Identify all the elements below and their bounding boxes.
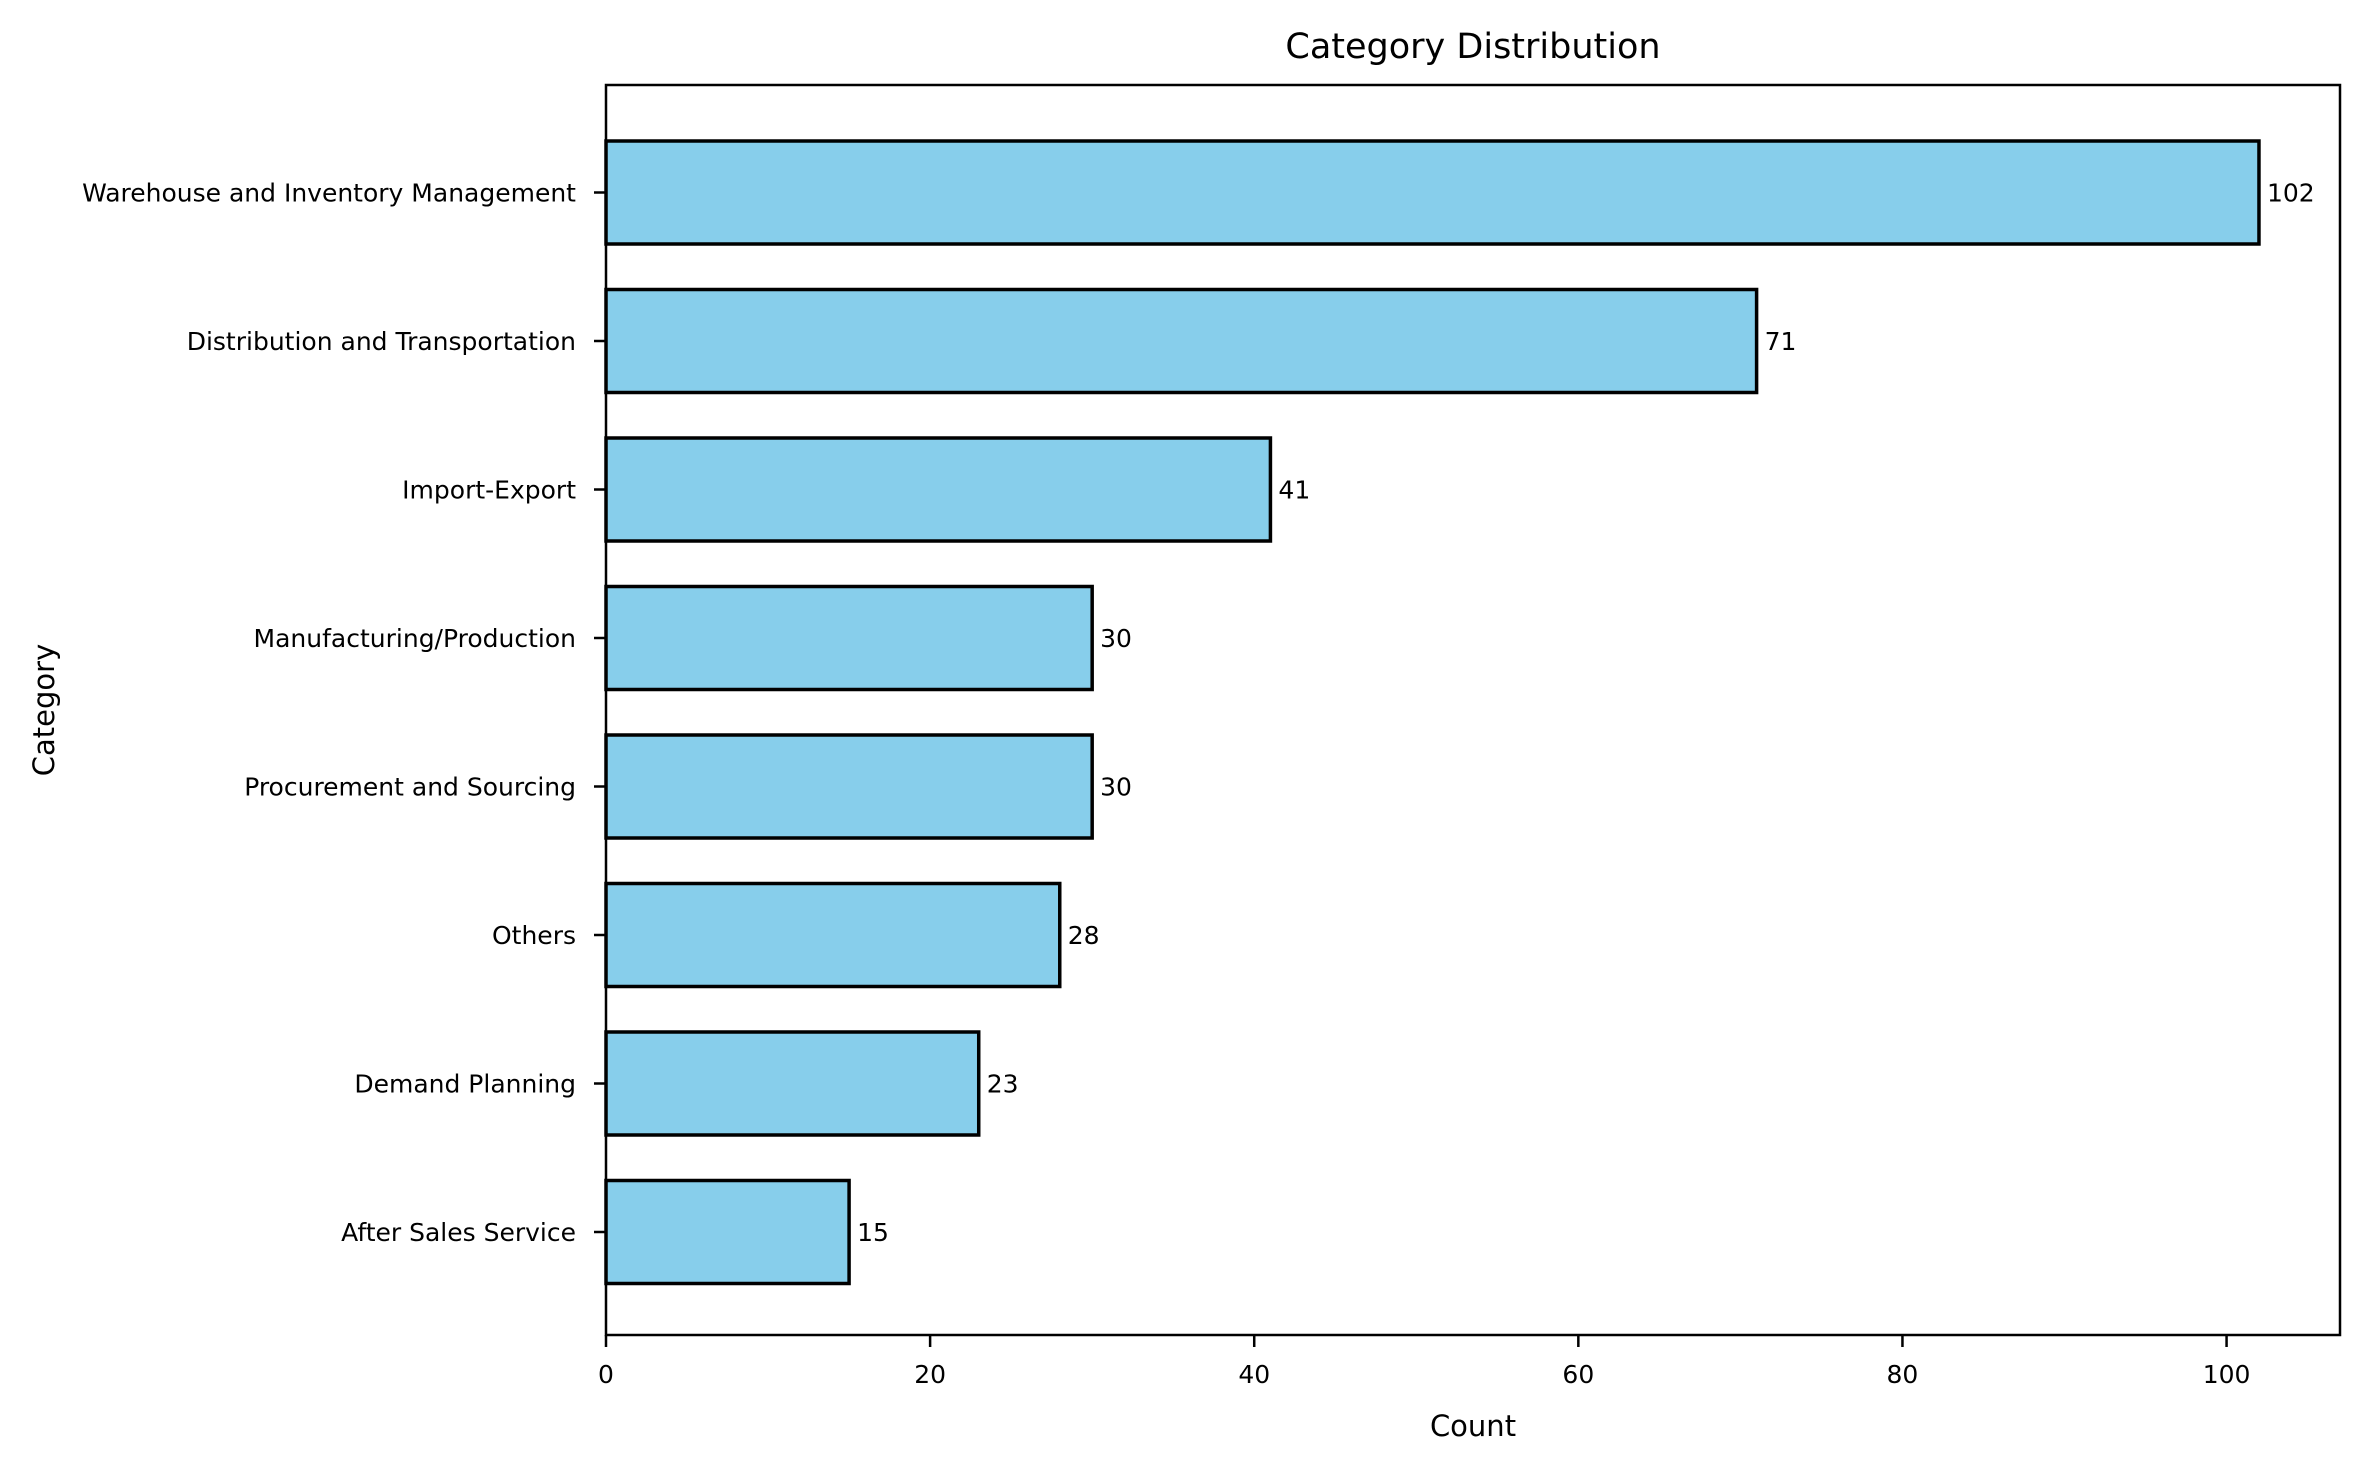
category-label: Distribution and Transportation	[187, 327, 576, 356]
bar-2	[604, 436, 1273, 543]
x-tick-label: 80	[1887, 1360, 1919, 1389]
x-tick-label: 60	[1562, 1360, 1594, 1389]
bar-5	[604, 881, 1062, 989]
x-tick-label: 0	[598, 1360, 614, 1389]
data-label: 71	[1765, 327, 1797, 356]
plot-frame	[604, 83, 2342, 1337]
data-label: 30	[1100, 624, 1132, 653]
data-label: 30	[1100, 773, 1132, 802]
data-label: 28	[1068, 921, 1100, 950]
x-tick-label: 100	[2203, 1360, 2251, 1389]
data-label: 102	[2267, 179, 2315, 208]
data-labels: 102 71 41 30 30 28 23 15	[857, 179, 2315, 1248]
bar-1	[604, 287, 1759, 395]
x-tick-label: 20	[914, 1360, 946, 1389]
chart-title: Category Distribution	[1285, 27, 1660, 67]
bars-layer	[604, 139, 2261, 1286]
category-label: Import-Export	[402, 476, 576, 505]
x-axis-ticks: 0 20 40 60 80 100	[598, 1335, 2250, 1389]
y-axis-label: Category	[27, 644, 61, 776]
x-axis-label: Count	[1430, 1409, 1516, 1443]
data-label: 41	[1278, 476, 1310, 505]
category-label: Warehouse and Inventory Management	[82, 179, 576, 208]
bar-4	[604, 733, 1094, 840]
category-label: Procurement and Sourcing	[244, 773, 576, 802]
bar-7	[604, 1178, 851, 1286]
category-labels: Warehouse and Inventory Management Distri…	[82, 179, 606, 1247]
bar-6	[604, 1030, 981, 1137]
bar-0	[604, 139, 2261, 246]
data-label: 15	[857, 1218, 889, 1247]
x-tick-label: 40	[1238, 1360, 1270, 1389]
category-label: Demand Planning	[354, 1070, 576, 1099]
data-label: 23	[987, 1070, 1019, 1099]
bar-3	[604, 584, 1094, 692]
category-label: After Sales Service	[341, 1218, 576, 1247]
category-label: Manufacturing/Production	[254, 624, 576, 653]
category-label: Others	[492, 921, 576, 950]
